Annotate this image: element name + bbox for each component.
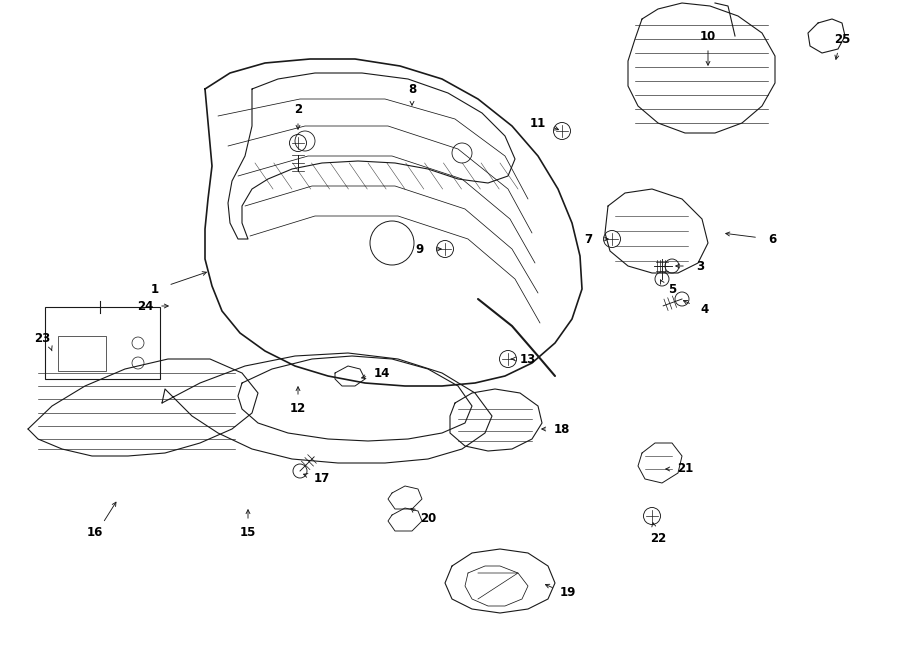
Text: 8: 8 bbox=[408, 83, 416, 95]
Text: 2: 2 bbox=[294, 102, 302, 116]
Text: 17: 17 bbox=[314, 473, 330, 485]
Text: 22: 22 bbox=[650, 533, 666, 545]
Text: 9: 9 bbox=[416, 243, 424, 256]
Text: 25: 25 bbox=[833, 32, 850, 46]
Text: 16: 16 bbox=[86, 527, 104, 539]
Bar bbox=[45, 307, 160, 379]
Text: 13: 13 bbox=[520, 352, 536, 366]
Text: 19: 19 bbox=[560, 586, 576, 600]
Text: 10: 10 bbox=[700, 30, 716, 42]
Text: 24: 24 bbox=[137, 299, 153, 313]
Text: 6: 6 bbox=[768, 233, 776, 245]
Text: 1: 1 bbox=[151, 282, 159, 295]
Text: 12: 12 bbox=[290, 403, 306, 416]
Text: 4: 4 bbox=[701, 303, 709, 315]
Text: 11: 11 bbox=[530, 116, 546, 130]
Text: 18: 18 bbox=[554, 422, 571, 436]
Text: 21: 21 bbox=[677, 463, 693, 475]
Text: 14: 14 bbox=[374, 366, 391, 379]
Text: 20: 20 bbox=[420, 512, 436, 525]
Bar bbox=[58, 336, 106, 371]
Text: 15: 15 bbox=[239, 527, 256, 539]
Text: 5: 5 bbox=[668, 282, 676, 295]
Text: 23: 23 bbox=[34, 332, 50, 346]
Text: 7: 7 bbox=[584, 233, 592, 245]
Text: 3: 3 bbox=[696, 260, 704, 272]
